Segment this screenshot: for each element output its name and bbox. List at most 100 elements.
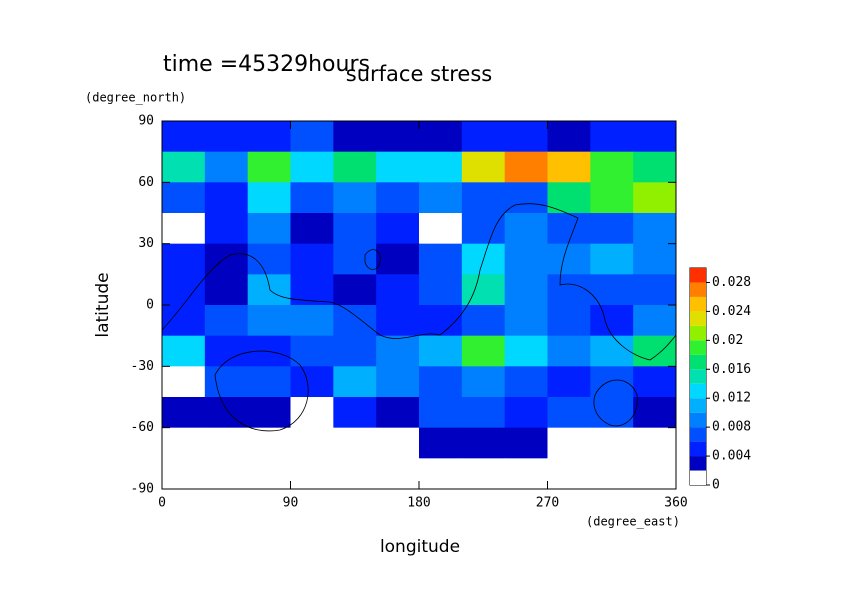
x-unit: (degree_east) <box>586 515 680 529</box>
cell <box>504 213 548 245</box>
y-tick-label: 0 <box>146 298 154 313</box>
y-axis-label: latitude <box>93 272 113 337</box>
cell <box>162 427 206 459</box>
cell <box>633 335 677 367</box>
cell <box>204 458 249 490</box>
cell <box>376 427 420 459</box>
x-tick-label: 270 <box>536 496 559 511</box>
cell <box>247 182 291 214</box>
cell <box>333 427 377 459</box>
cell <box>419 366 463 398</box>
heatmap-cells <box>162 121 677 490</box>
cell <box>247 427 291 459</box>
cell <box>290 274 334 306</box>
cell <box>376 366 420 398</box>
chart-title: surface stress <box>346 62 492 86</box>
colorbar-segment <box>690 427 706 442</box>
x-axis-label: longitude <box>380 537 460 557</box>
cell <box>633 243 677 275</box>
cell <box>504 182 548 214</box>
colorbar-segment <box>690 369 706 384</box>
colorbar-segment <box>690 398 706 413</box>
subtitle: time =45329hours <box>163 52 370 77</box>
cell <box>162 121 206 153</box>
cell <box>633 305 677 337</box>
cell <box>419 458 463 490</box>
cell <box>376 458 420 490</box>
cell <box>376 335 420 367</box>
cell <box>633 274 677 306</box>
cell <box>333 121 377 153</box>
cell <box>333 366 377 398</box>
cell <box>419 243 463 275</box>
cell <box>333 397 377 429</box>
cell <box>461 121 506 153</box>
cell <box>247 397 291 429</box>
colorbar-tick-label: 0.004 <box>712 449 751 464</box>
colorbar-tick-label: 0.02 <box>712 333 743 348</box>
cell <box>204 274 249 306</box>
cell <box>547 458 591 490</box>
coastline <box>161 203 677 361</box>
cell <box>633 121 677 153</box>
cell <box>376 151 420 183</box>
cell <box>590 335 634 367</box>
cell <box>247 305 291 337</box>
cell <box>333 458 377 490</box>
cell <box>247 274 291 306</box>
cell <box>290 397 334 429</box>
colorbar-tick-label: 0.012 <box>712 391 751 406</box>
cell <box>376 182 420 214</box>
cell <box>376 274 420 306</box>
cell <box>333 182 377 214</box>
cell <box>633 151 677 183</box>
colorbar-segment <box>690 268 706 283</box>
cell <box>162 366 206 398</box>
cell <box>590 274 634 306</box>
coastline <box>593 379 638 427</box>
cell <box>290 427 334 459</box>
cell <box>290 335 334 367</box>
cell <box>547 397 591 429</box>
cell <box>504 151 548 183</box>
cell <box>376 243 420 275</box>
cell <box>247 213 291 245</box>
cell <box>204 305 249 337</box>
cell <box>204 213 249 245</box>
cell <box>290 182 334 214</box>
colorbar-tick-label: 0.008 <box>712 420 751 435</box>
colorbar-tick-label: 0.028 <box>712 275 751 290</box>
cell <box>504 366 548 398</box>
cell <box>290 305 334 337</box>
cell <box>590 243 634 275</box>
cell <box>590 427 634 459</box>
cell <box>633 397 677 429</box>
y-tick-label: -90 <box>131 482 154 497</box>
cell <box>290 151 334 183</box>
cell <box>590 305 634 337</box>
cell <box>419 182 463 214</box>
cell <box>204 335 249 367</box>
colorbar-segment <box>690 296 706 312</box>
cell <box>290 121 334 153</box>
cell <box>547 366 591 398</box>
cell <box>290 213 334 245</box>
cell <box>590 121 634 153</box>
cell <box>547 427 591 459</box>
cell <box>461 213 506 245</box>
cell <box>419 397 463 429</box>
cell <box>590 182 634 214</box>
cell <box>419 213 463 245</box>
cell <box>419 305 463 337</box>
cell <box>247 366 291 398</box>
cell <box>504 121 548 153</box>
cell <box>547 213 591 245</box>
cell <box>162 305 206 337</box>
cell <box>504 458 548 490</box>
cell <box>547 121 591 153</box>
y-tick-label: 30 <box>138 236 154 251</box>
colorbar-segment <box>690 441 706 457</box>
cell <box>461 182 506 214</box>
colorbar-segment <box>690 456 706 471</box>
cell <box>290 366 334 398</box>
